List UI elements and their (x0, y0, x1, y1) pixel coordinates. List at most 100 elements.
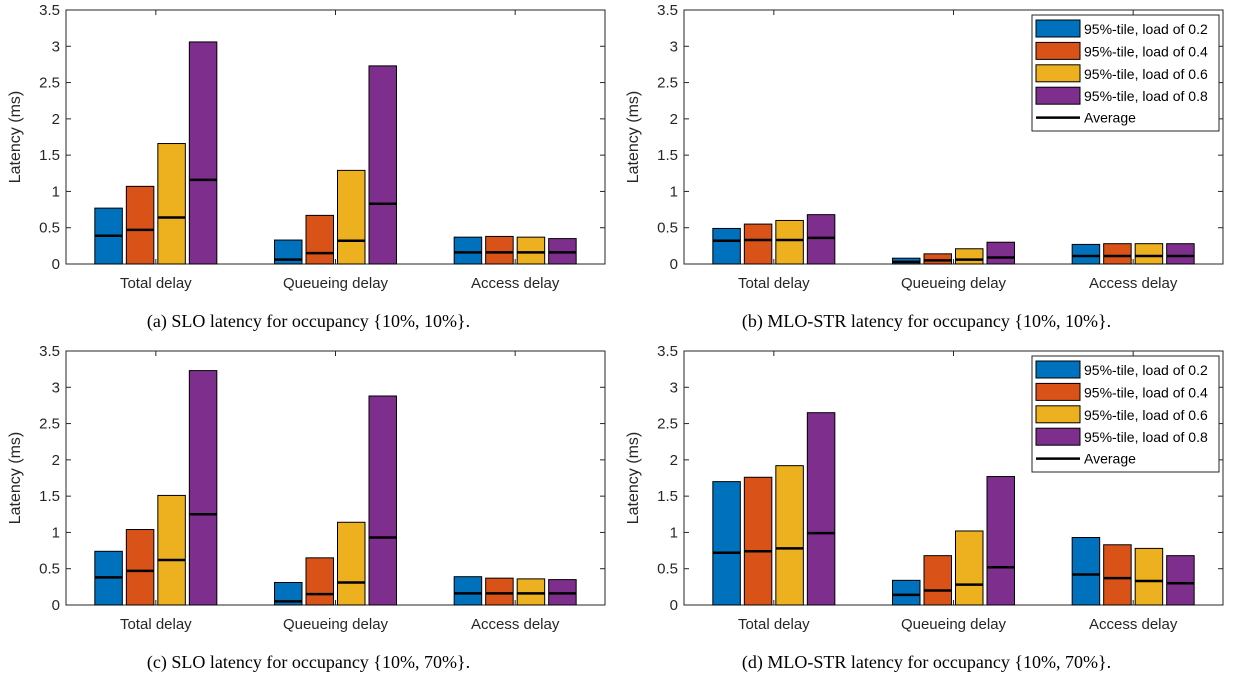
y-axis-label: Latency (ms) (625, 91, 642, 183)
y-tick-label: 2 (670, 111, 678, 128)
y-tick-label: 0 (670, 597, 678, 614)
chart-d: 0 0.5 1 1.5 2 2.5 3 3.5 Latency (ms) Total delay Q… (625, 343, 1224, 633)
y-tick-label: 2.5 (39, 416, 60, 433)
legend-label: 95%-tile, load of 0.8 (1084, 429, 1208, 445)
chart-b: 0 0.5 1 1.5 2 2.5 3 3.5 Latency (ms) Total delay Q… (625, 2, 1224, 292)
bar (305, 214, 334, 265)
legend-label-average: Average (1084, 110, 1136, 126)
y-tick-label: 1.5 (39, 147, 60, 164)
x-category-label: Total delay (738, 275, 810, 292)
legend-swatch (1035, 427, 1081, 446)
bar (188, 370, 218, 606)
y-tick-label: 1 (670, 183, 678, 200)
y-tick-label: 1.5 (657, 147, 678, 164)
x-category-label: Total delay (120, 275, 192, 292)
bar (1103, 544, 1132, 606)
bar (743, 223, 773, 265)
bar (337, 521, 366, 606)
bar (516, 236, 546, 265)
y-tick-label: 3 (52, 379, 60, 396)
y-tick-label: 0 (670, 256, 678, 273)
bar (1134, 243, 1164, 265)
y-tick-label: 3 (670, 379, 678, 396)
x-category-label: Queueing delay (901, 616, 1007, 633)
bar (125, 529, 155, 606)
bar (305, 557, 334, 606)
bar (157, 494, 186, 606)
y-tick-label: 1 (670, 524, 678, 541)
bar (1103, 243, 1132, 265)
y-tick-label: 2.5 (39, 75, 60, 92)
bar (337, 169, 366, 265)
chart-panel-b: 0 0.5 1 1.5 2 2.5 3 3.5 Latency (ms) Total delay Q… (618, 0, 1235, 340)
legend-swatch (1035, 41, 1081, 60)
y-tick-label: 3.5 (39, 2, 60, 19)
bar (892, 579, 921, 606)
bar (485, 235, 514, 265)
x-category-label: Total delay (120, 616, 192, 633)
caption-c: (c) SLO latency for occupancy {10%, 70%}… (146, 652, 471, 672)
bar (1166, 555, 1195, 606)
y-tick-label: 0.5 (39, 561, 60, 578)
caption-b: (b) MLO-STR latency for occupancy {10%, … (741, 311, 1112, 331)
y-tick-label: 1.5 (39, 488, 60, 505)
chart-a: 0 0.5 1 1.5 2 2.5 3 3.5 Latency (ms) Total delay Q… (7, 2, 606, 292)
legend-swatch (1035, 86, 1081, 105)
legend-label: 95%-tile, load of 0.2 (1084, 362, 1208, 378)
x-category-label: Queueing delay (901, 275, 1007, 292)
legend-label: 95%-tile, load of 0.6 (1084, 407, 1208, 423)
bar (274, 582, 303, 606)
y-tick-label: 0.5 (657, 220, 678, 237)
y-tick-label: 3 (52, 38, 60, 55)
x-category-label: Access delay (471, 275, 560, 292)
y-tick-label: 2 (670, 452, 678, 469)
legend-swatch (1035, 64, 1081, 83)
legend-label: 95%-tile, load of 0.8 (1084, 88, 1208, 104)
chart-panel-a: 0 0.5 1 1.5 2 2.5 3 3.5 Latency (ms) Total delay Q… (0, 0, 617, 340)
x-category-label: Access delay (1089, 616, 1178, 633)
x-category-label: Queueing delay (283, 275, 389, 292)
x-category-label: Total delay (738, 616, 810, 633)
bar (368, 395, 397, 606)
bar (516, 578, 546, 606)
chart-panel-c: 0 0.5 1 1.5 2 2.5 3 3.5 Latency (ms) Total delay Q… (0, 341, 617, 681)
bar (188, 41, 218, 265)
bar (1071, 243, 1101, 265)
legend-swatch (1035, 382, 1081, 401)
y-tick-label: 1 (52, 524, 60, 541)
bar (1166, 243, 1195, 265)
y-tick-label: 0 (52, 597, 60, 614)
x-category-label: Access delay (1089, 275, 1178, 292)
chart-panel-d: 0 0.5 1 1.5 2 2.5 3 3.5 Latency (ms) Total delay Q… (618, 341, 1235, 681)
bar (775, 219, 804, 265)
legend-swatch (1035, 405, 1081, 424)
y-tick-label: 2 (52, 452, 60, 469)
legend-swatch (1035, 19, 1081, 38)
legend-label: 95%-tile, load of 0.4 (1084, 43, 1208, 59)
bar (485, 577, 514, 606)
y-tick-label: 2.5 (657, 416, 678, 433)
legend-swatch (1035, 360, 1081, 379)
bar (1134, 547, 1164, 606)
bar (712, 481, 741, 606)
x-category-label: Access delay (471, 616, 560, 633)
bar (368, 65, 397, 265)
y-tick-label: 0.5 (39, 220, 60, 237)
caption-a: (a) SLO latency for occupancy {10%, 10%}… (146, 311, 471, 331)
bar (157, 143, 186, 265)
y-tick-label: 3 (670, 38, 678, 55)
y-axis-label: Latency (ms) (7, 432, 24, 524)
bar (955, 530, 984, 606)
y-tick-label: 3.5 (657, 2, 678, 19)
bar (1071, 537, 1101, 606)
legend-label: 95%-tile, load of 0.2 (1084, 21, 1208, 37)
bar (274, 239, 303, 265)
legend: 95%-tile, load of 0.2 95%-tile, load of 0… (1031, 355, 1220, 473)
y-axis-label: Latency (ms) (7, 91, 24, 183)
legend: 95%-tile, load of 0.2 95%-tile, load of 0… (1031, 14, 1220, 132)
bar (453, 576, 483, 606)
chart-c: 0 0.5 1 1.5 2 2.5 3 3.5 Latency (ms) Total delay Q… (7, 343, 606, 633)
y-tick-label: 1.5 (657, 488, 678, 505)
bar (986, 241, 1015, 265)
legend-label-average: Average (1084, 451, 1136, 467)
